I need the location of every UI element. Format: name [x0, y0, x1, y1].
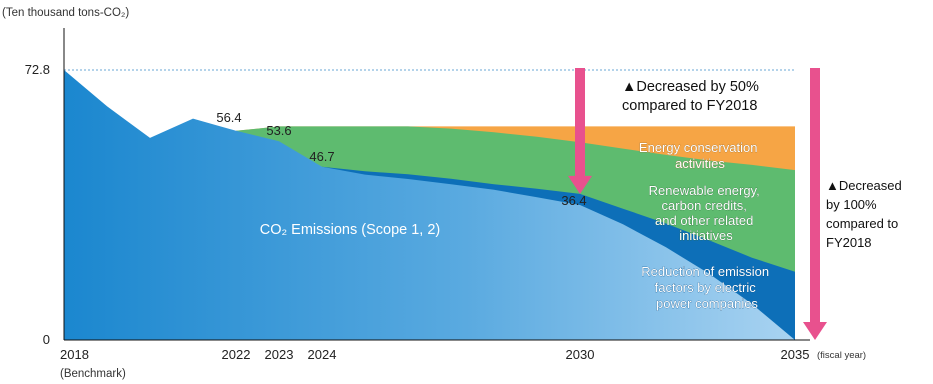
series-label-emission-factors: Reduction of emission factors by electri… [641, 264, 773, 311]
x-tick-labels: 2018 (Benchmark) 2022 2023 2024 2030 2035 [60, 347, 809, 380]
y-axis-unit-label: (Ten thousand tons-CO₂) [2, 7, 129, 19]
emissions-area [64, 70, 795, 340]
x-tick-label: 2024 [308, 347, 337, 362]
area-layers [64, 70, 795, 341]
x-tick-sublabel: (Benchmark) [60, 368, 126, 380]
x-axis-unit-label: (fiscal year) [817, 350, 866, 361]
y-tick-label: 0 [43, 332, 50, 347]
annotation-2030: ▲Decreased by 50% compared to FY2018 [622, 79, 763, 114]
reduction-arrow [803, 68, 827, 340]
y-tick-labels: 72.80 [25, 62, 50, 347]
series-label-renewable: Renewable energy, carbon credits, and ot… [649, 183, 764, 243]
reduction-arrow [568, 68, 592, 194]
data-label: 46.7 [309, 149, 334, 164]
y-tick-label: 72.8 [25, 62, 50, 77]
x-tick-label: 2022 [222, 347, 251, 362]
data-labels: 56.4 53.6 46.7 36.4 [216, 110, 586, 208]
emissions-series-label: CO₂ Emissions (Scope 1, 2) [260, 222, 441, 238]
annotation-2035: ▲Decreased by 100% compared to FY2018 [826, 178, 905, 250]
data-label: 56.4 [216, 110, 241, 125]
data-label: 36.4 [561, 193, 586, 208]
x-tick-label: 2018 [60, 347, 89, 362]
data-label: 53.6 [266, 123, 291, 138]
x-tick-label: 2035 [781, 347, 810, 362]
series-label-energy: Energy conservation activities [639, 140, 761, 171]
x-tick-label: 2030 [566, 347, 595, 362]
reduction-arrows [568, 68, 827, 340]
x-tick-label: 2023 [265, 347, 294, 362]
